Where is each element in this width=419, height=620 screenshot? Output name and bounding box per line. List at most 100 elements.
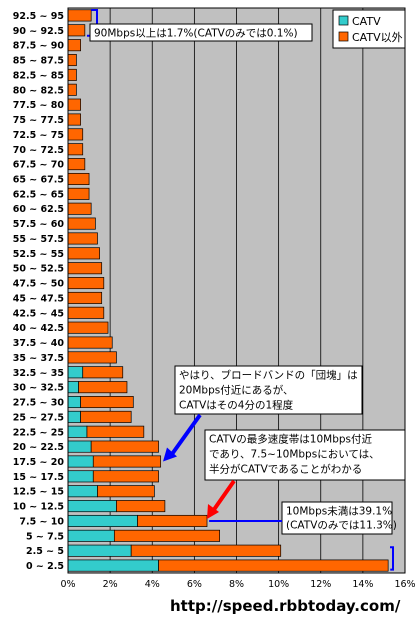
bar-other — [67, 54, 77, 67]
annotation-catv-text: 半分がCATVであることがわかる — [209, 463, 362, 476]
bar-other — [67, 217, 96, 230]
bar-catv — [67, 470, 94, 483]
bar-other — [67, 128, 84, 141]
annotation-top-text: 90Mbps以上は1.7%(CATVのみでは0.1%) — [94, 28, 298, 40]
y-tick-label: 62.5 ~ 65 — [13, 189, 64, 200]
bar-catv — [67, 529, 115, 542]
bar-other — [67, 336, 113, 349]
y-tick-label: 35 ~ 37.5 — [13, 353, 64, 364]
bar-catv — [67, 485, 98, 498]
y-tick-label: 5 ~ 7.5 — [26, 531, 64, 542]
x-tick-label: 12% — [310, 579, 331, 590]
bar-other — [82, 366, 124, 379]
y-tick-label: 32.5 ~ 35 — [13, 368, 64, 379]
bar-other — [86, 425, 145, 438]
bar-other — [158, 559, 389, 572]
bar-catv — [67, 544, 132, 557]
bar-catv — [67, 514, 138, 527]
y-tick-label: 52.5 ~ 55 — [13, 249, 64, 260]
y-tick-label: 87.5 ~ 90 — [13, 41, 65, 52]
y-tick-label: 0 ~ 2.5 — [26, 561, 64, 572]
y-tick-label: 25 ~ 27.5 — [13, 412, 64, 423]
bar-catv — [67, 366, 84, 379]
x-tick-label: 0% — [60, 579, 75, 590]
y-tick-label: 67.5 ~ 70 — [13, 160, 65, 171]
y-tick-label: 30 ~ 32.5 — [13, 383, 64, 394]
y-tick-label: 37.5 ~ 40 — [13, 338, 65, 349]
y-tick-label: 45 ~ 47.5 — [13, 293, 64, 304]
bar-other — [67, 187, 90, 200]
bar-other — [92, 455, 162, 468]
under10-bracket — [390, 546, 394, 571]
annotation-broadband-text: CATVはその4分の1程度 — [179, 399, 294, 412]
legend-swatch — [338, 15, 349, 26]
bar-other — [67, 98, 81, 111]
annotation-catv-text: であり、7.5~10Mbpsにおいては、 — [209, 449, 380, 461]
bar-other — [67, 277, 105, 290]
bar-catv — [67, 396, 81, 409]
y-tick-label: 12.5 ~ 15 — [13, 487, 64, 498]
footer-url: http://speed.rbbtoday.com/ — [170, 597, 401, 615]
bar-other — [67, 321, 109, 334]
arrow-catv — [211, 479, 236, 513]
bar-other — [67, 202, 92, 215]
x-tick-label: 4% — [145, 579, 160, 590]
bar-other — [90, 440, 159, 453]
y-tick-label: 10 ~ 12.5 — [13, 502, 64, 513]
bar-other — [67, 351, 117, 364]
bar-other — [80, 396, 134, 409]
bar-other — [113, 529, 221, 542]
bar-other — [92, 470, 159, 483]
bar-catv — [67, 381, 79, 394]
bar-catv — [67, 425, 88, 438]
legend-swatch — [338, 31, 349, 42]
bar-other — [67, 24, 86, 37]
y-tick-label: 65 ~ 67.5 — [13, 174, 64, 185]
x-tick-label: 2% — [103, 579, 118, 590]
bar-catv — [67, 455, 94, 468]
y-tick-label: 60 ~ 62.5 — [13, 204, 64, 215]
y-tick-label: 77.5 ~ 80 — [13, 100, 65, 111]
bar-catv — [67, 559, 159, 572]
y-tick-label: 7.5 ~ 10 — [19, 516, 64, 527]
arrow-catv-head — [207, 503, 219, 519]
bar-other — [67, 83, 77, 96]
y-tick-label: 82.5 ~ 85 — [13, 70, 64, 81]
y-tick-label: 80 ~ 82.5 — [13, 85, 64, 96]
x-tick-label: 6% — [187, 579, 202, 590]
bar-other — [67, 247, 100, 260]
y-tick-label: 2.5 ~ 5 — [26, 546, 64, 557]
plot-frame — [67, 7, 406, 574]
bar-catv — [67, 440, 92, 453]
annotation-under10-box — [281, 501, 393, 535]
bar-other — [67, 306, 105, 319]
annotation-top-box — [89, 23, 313, 42]
annotation-under10-text: (CATVのみでは11.3%) — [286, 520, 397, 532]
bar-other — [137, 514, 208, 527]
y-tick-label: 85 ~ 87.5 — [13, 56, 64, 67]
y-tick-label: 72.5 ~ 75 — [13, 130, 64, 141]
bar-other — [67, 291, 103, 304]
annotation-broadband-text: 20Mbps付近にあるが、 — [179, 384, 294, 397]
bar-catv — [67, 500, 117, 513]
x-tick-label: 10% — [268, 579, 289, 590]
x-tick-label: 8% — [229, 579, 244, 590]
bar-other — [67, 68, 77, 81]
annotation-catv-box — [204, 429, 406, 481]
annotation-broadband-box — [174, 365, 363, 415]
y-tick-label: 42.5 ~ 45 — [13, 308, 64, 319]
x-tick-label: 16% — [394, 579, 415, 590]
y-tick-label: 75 ~ 77.5 — [13, 115, 64, 126]
bar-other — [67, 39, 81, 52]
bar-other — [67, 172, 90, 185]
y-tick-label: 90 ~ 92.5 — [13, 26, 64, 37]
y-tick-label: 22.5 ~ 25 — [13, 427, 64, 438]
bar-other — [78, 381, 128, 394]
y-tick-label: 47.5 ~ 50 — [13, 279, 65, 290]
bar-other — [67, 143, 84, 156]
y-tick-label: 57.5 ~ 60 — [13, 219, 65, 230]
annotation-under10-text: 10Mbps未満は39.1% — [286, 506, 392, 518]
bar-other — [67, 232, 98, 245]
y-tick-label: 50 ~ 52.5 — [13, 264, 64, 275]
y-tick-label: 92.5 ~ 95 — [13, 11, 64, 22]
